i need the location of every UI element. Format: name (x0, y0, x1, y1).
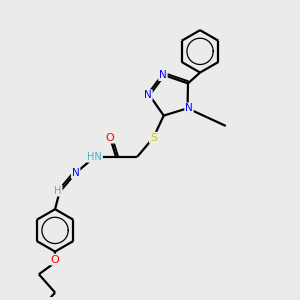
Text: H: H (54, 186, 62, 196)
Text: N: N (72, 168, 80, 178)
Text: N: N (185, 103, 193, 113)
Text: S: S (150, 133, 157, 143)
Text: O: O (106, 133, 115, 143)
Text: HN: HN (87, 152, 102, 162)
Text: O: O (51, 255, 59, 265)
Text: N: N (159, 70, 167, 80)
Text: N: N (144, 90, 152, 100)
